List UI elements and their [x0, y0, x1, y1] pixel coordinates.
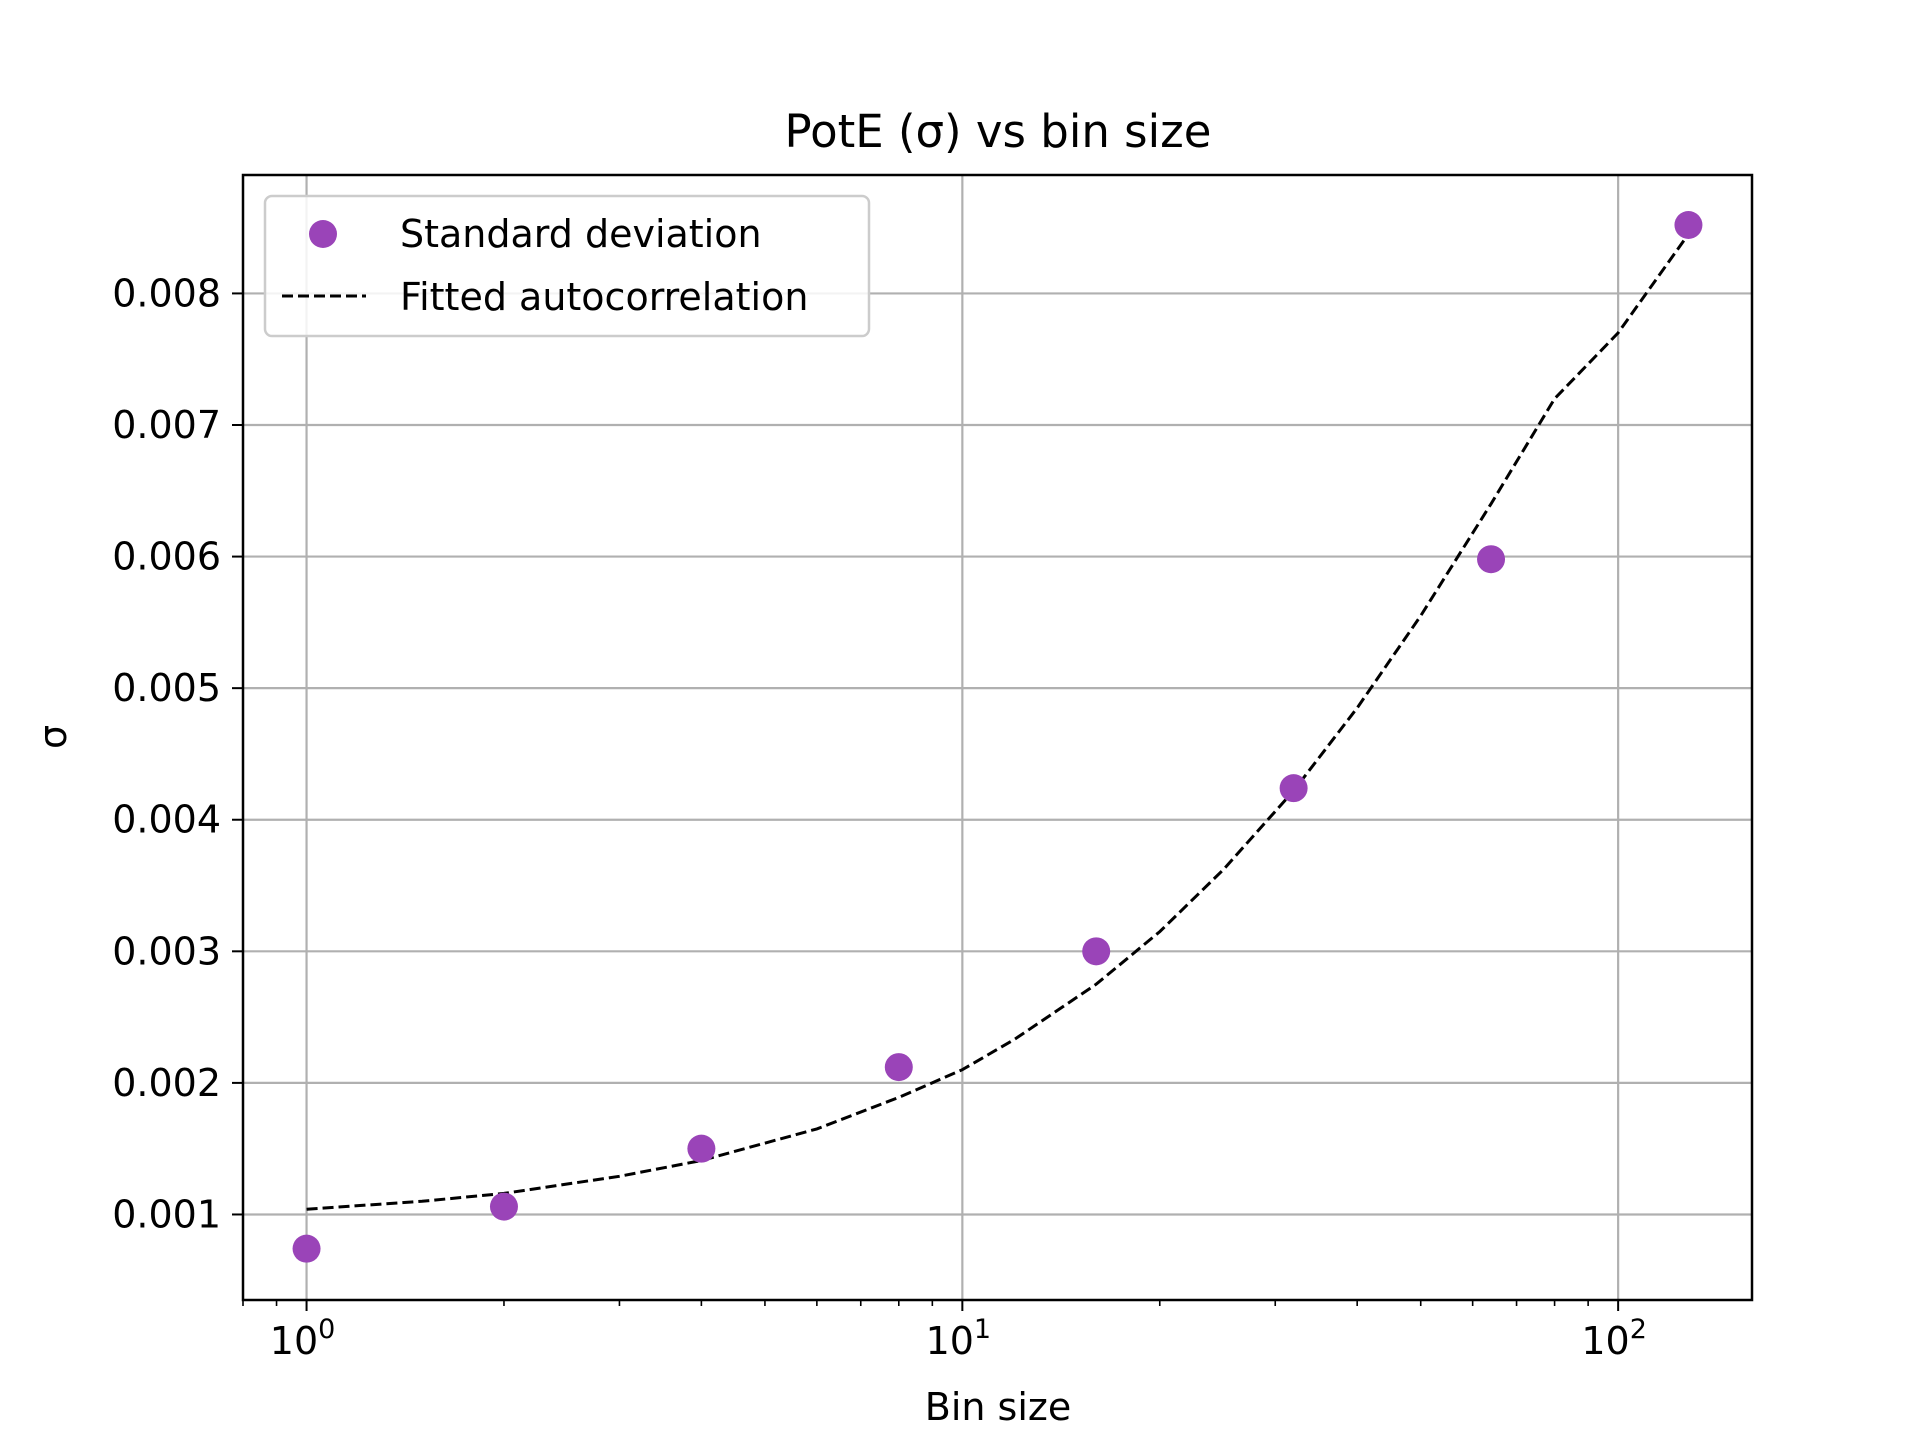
x-tick-label: 100: [270, 1314, 336, 1363]
x-tick-label: 102: [1581, 1314, 1647, 1363]
standard-deviation-point: [1477, 545, 1506, 574]
y-tick-label: 0.003: [112, 929, 221, 973]
fitted-autocorrelation-line: [306, 233, 1690, 1211]
standard-deviation-point: [1674, 211, 1703, 239]
plot-frame: [241, 173, 1754, 1302]
legend-marker-standard-deviation: [309, 220, 337, 248]
y-tick-label: 0.006: [112, 535, 221, 579]
standard-deviation-point: [1082, 937, 1111, 966]
standard-deviation-point: [687, 1134, 716, 1163]
standard-deviation-point: [1279, 774, 1308, 803]
standard-deviation-point: [884, 1053, 913, 1082]
x-axis-label: Bin size: [925, 1385, 1071, 1429]
legend: Standard deviation Fitted autocorrelatio…: [263, 194, 871, 338]
y-axis-label: σ: [31, 725, 75, 749]
fitted-autocorrelation-series: [306, 233, 1690, 1211]
y-tick-label: 0.005: [112, 666, 221, 710]
x-axis: 100 101 102: [242, 1300, 1647, 1363]
standard-deviation-series: [292, 211, 1703, 1263]
y-tick-label: 0.004: [112, 798, 221, 842]
legend-label-fitted-autocorrelation: Fitted autocorrelation: [400, 275, 808, 319]
y-tick-label: 0.007: [112, 403, 221, 447]
y-tick-label: 0.001: [112, 1192, 221, 1236]
y-tick-label: 0.008: [112, 271, 221, 315]
legend-box: [263, 194, 871, 338]
x-tick-label: 101: [926, 1314, 992, 1363]
chart-title: PotE (σ) vs bin size: [785, 105, 1212, 158]
y-axis: 0.001 0.002 0.003 0.004 0.005 0.006 0.007 0.008: [112, 271, 243, 1236]
y-tick-label: 0.002: [112, 1061, 221, 1105]
legend-label-standard-deviation: Standard deviation: [400, 212, 762, 256]
standard-deviation-point: [292, 1234, 321, 1263]
standard-deviation-point: [489, 1192, 518, 1221]
